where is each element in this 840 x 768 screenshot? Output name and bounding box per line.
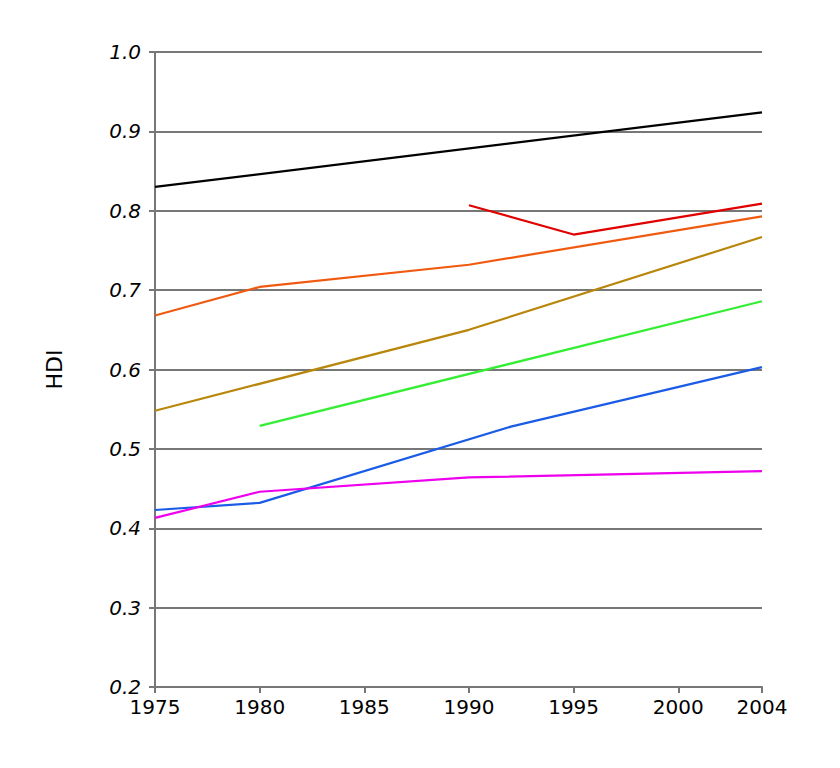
svg-text:0.4: 0.4 xyxy=(109,516,141,540)
svg-text:1.0: 1.0 xyxy=(109,40,141,64)
svg-text:0.5: 0.5 xyxy=(109,437,141,461)
svg-text:1975: 1975 xyxy=(130,695,181,719)
svg-text:0.9: 0.9 xyxy=(109,119,141,143)
svg-text:0.3: 0.3 xyxy=(109,596,141,620)
svg-text:2000: 2000 xyxy=(653,695,704,719)
svg-text:1980: 1980 xyxy=(234,695,285,719)
svg-text:2004: 2004 xyxy=(737,695,788,719)
svg-text:0.7: 0.7 xyxy=(109,278,141,302)
svg-text:0.2: 0.2 xyxy=(109,675,141,699)
svg-text:0.8: 0.8 xyxy=(109,199,141,223)
svg-text:0.6: 0.6 xyxy=(109,358,141,382)
svg-text:HDI: HDI xyxy=(42,350,67,390)
svg-text:1995: 1995 xyxy=(548,695,599,719)
svg-text:1985: 1985 xyxy=(339,695,390,719)
svg-text:1990: 1990 xyxy=(444,695,495,719)
